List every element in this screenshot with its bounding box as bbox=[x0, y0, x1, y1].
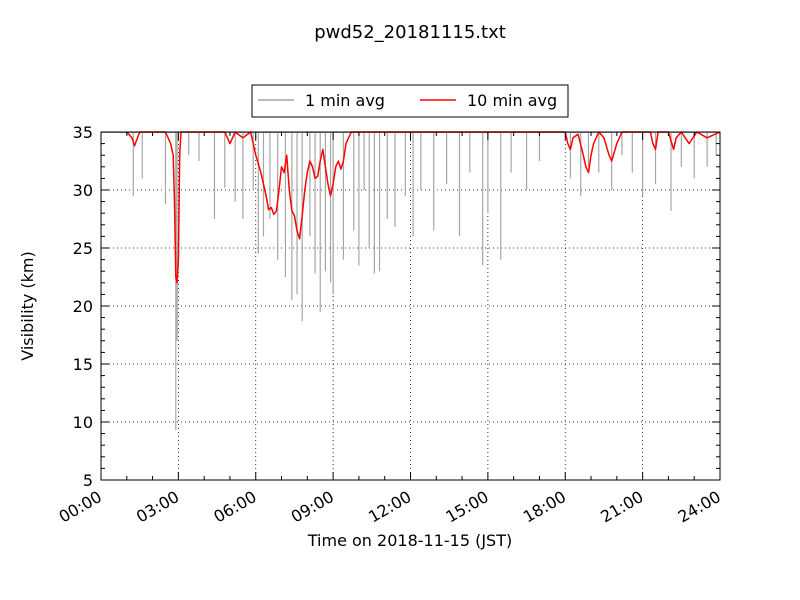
series-10min-line bbox=[126, 131, 721, 284]
legend-label-1min-avg: 1 min avg bbox=[305, 91, 385, 110]
chart-title: pwd52_20181115.txt bbox=[314, 22, 506, 43]
y-tick-label: 20 bbox=[73, 297, 93, 316]
y-tick-label: 25 bbox=[73, 239, 93, 258]
x-tick-label: 09:00 bbox=[288, 487, 337, 527]
x-tick-label: 00:00 bbox=[56, 487, 105, 527]
legend: 1 min avg 10 min avg bbox=[251, 84, 569, 118]
axis-ticks bbox=[100, 131, 721, 481]
series-10min-avg bbox=[126, 131, 721, 284]
x-tick-label: 06:00 bbox=[210, 487, 259, 527]
y-tick-label: 35 bbox=[73, 123, 93, 142]
grid-lines bbox=[101, 132, 720, 480]
x-tick-label: 03:00 bbox=[133, 487, 182, 527]
x-tick-label: 15:00 bbox=[442, 487, 491, 527]
x-tick-labels: 00:00 03:00 06:00 09:00 12:00 15:00 18:00 21:00… bbox=[56, 487, 724, 527]
y-axis-label: Visibility (km) bbox=[18, 251, 37, 360]
y-tick-labels: 5 10 15 20 25 30 35 bbox=[73, 123, 93, 490]
legend-box bbox=[251, 84, 569, 118]
x-axis-label: Time on 2018-11-15 (JST) bbox=[307, 531, 512, 550]
y-tick-label: 5 bbox=[83, 471, 93, 490]
legend-label-10min-avg: 10 min avg bbox=[467, 91, 557, 110]
y-tick-label: 30 bbox=[73, 181, 93, 200]
x-tick-label: 18:00 bbox=[520, 487, 569, 527]
x-tick-label: 24:00 bbox=[675, 487, 724, 527]
x-tick-label: 12:00 bbox=[365, 487, 414, 527]
x-tick-label: 21:00 bbox=[597, 487, 646, 527]
y-tick-label: 15 bbox=[73, 355, 93, 374]
y-tick-label: 10 bbox=[73, 413, 93, 432]
